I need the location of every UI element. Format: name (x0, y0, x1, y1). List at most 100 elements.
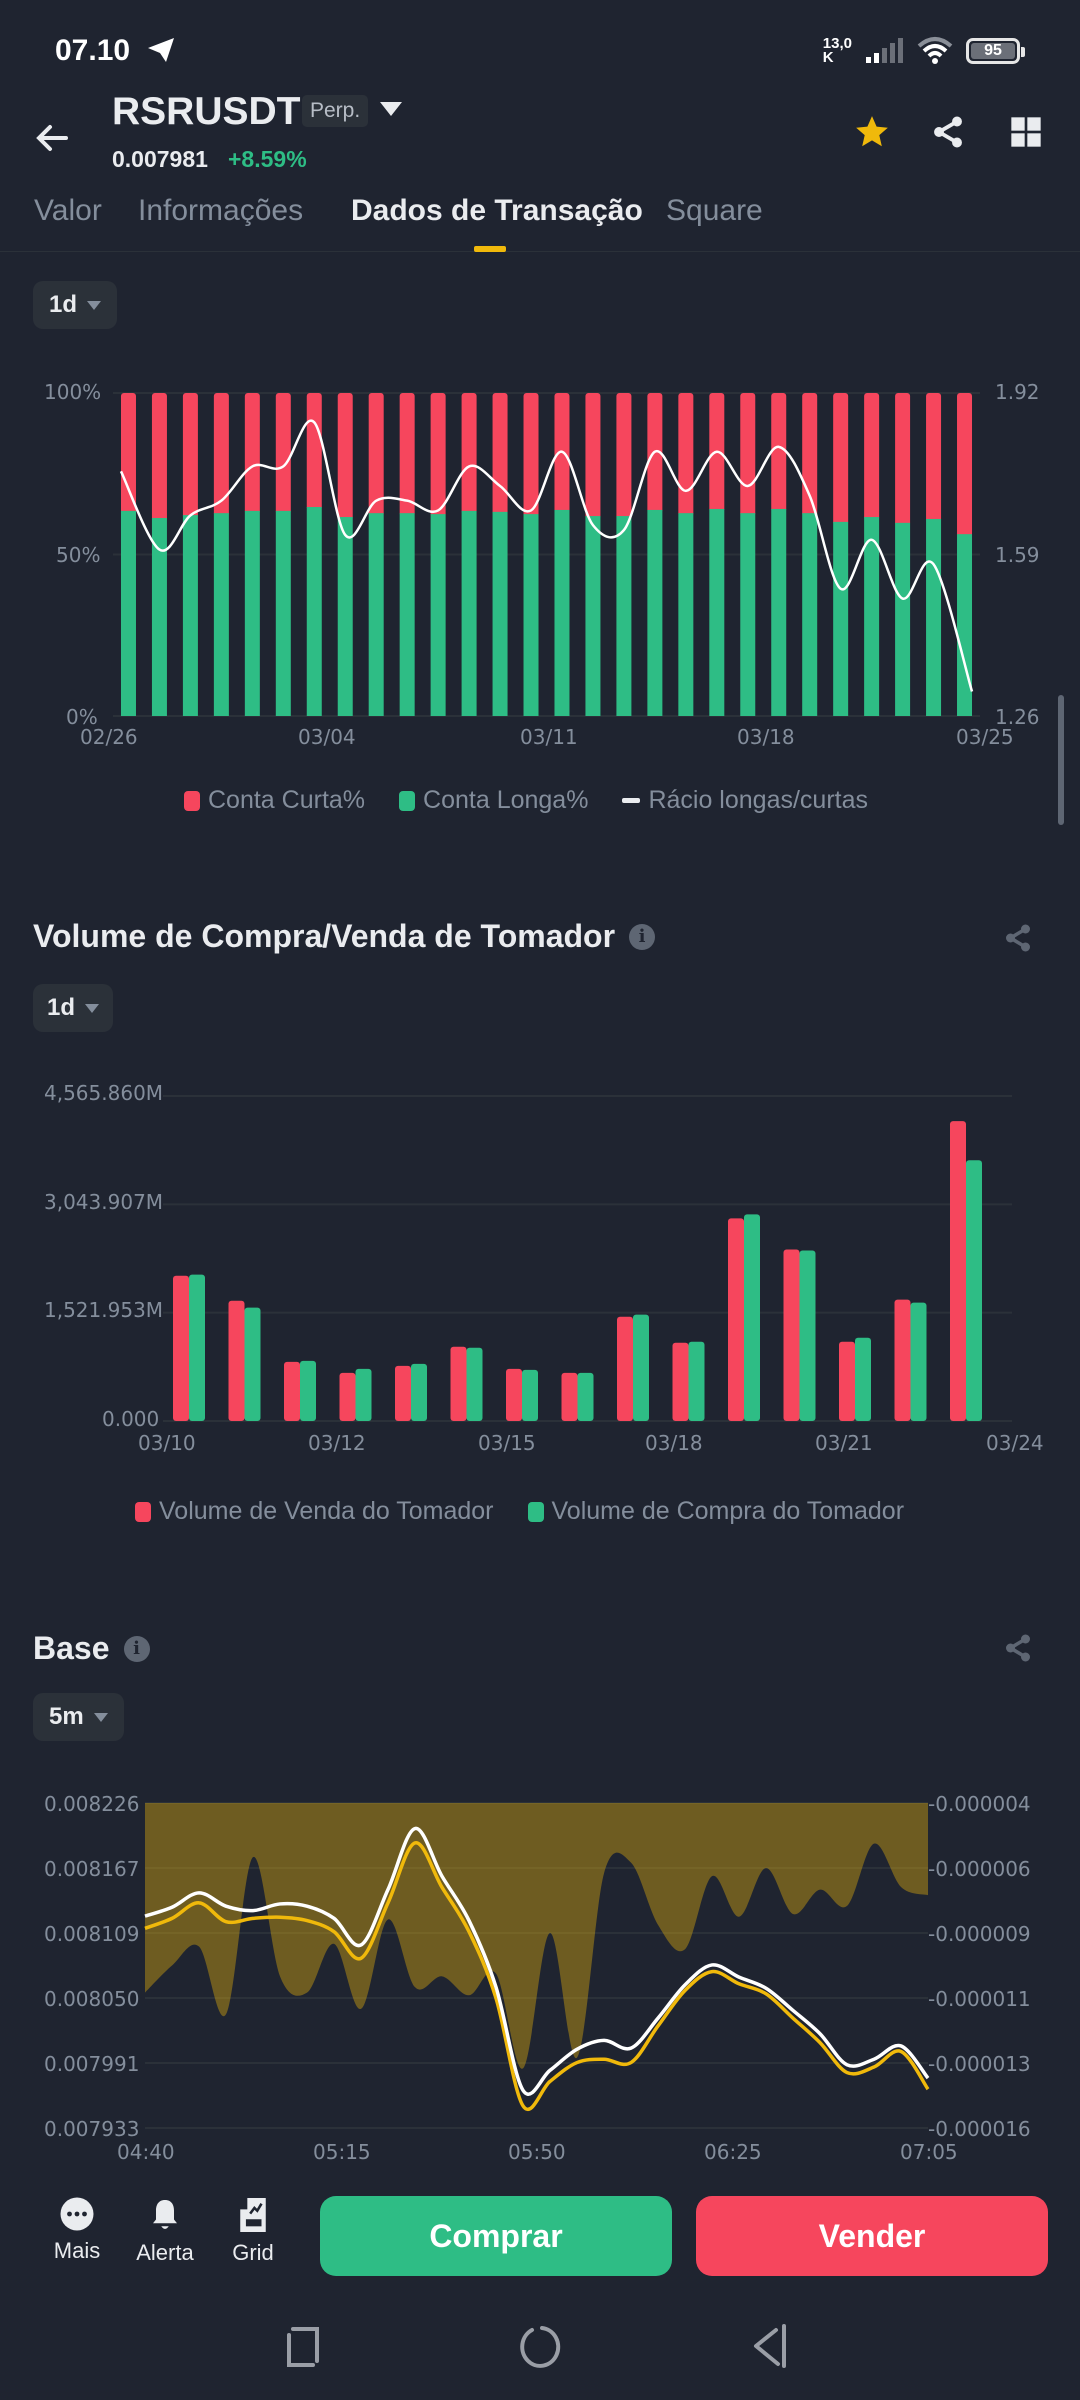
x-tick-label: 03/15 (478, 1431, 536, 1455)
x-tick-label: 03/11 (520, 725, 578, 749)
y-tick-label: 0.007933 (44, 2117, 140, 2141)
short-bar (585, 393, 601, 520)
buy-volume-bar (966, 1160, 982, 1421)
buy-swatch (527, 1501, 544, 1522)
home-icon[interactable] (518, 2324, 562, 2370)
grid-bot-icon (240, 2198, 266, 2232)
y2-tick-label: -0.000011 (928, 1987, 1031, 2011)
legend-item-long[interactable]: Conta Longa% (399, 786, 588, 815)
short-bar (244, 393, 260, 514)
short-bar (430, 393, 446, 518)
long-bar (833, 521, 849, 716)
buy-button[interactable]: Comprar (320, 2196, 672, 2276)
tab-square[interactable]: Square (666, 194, 763, 227)
long-bar (430, 514, 446, 716)
tab-bar: Valor Informações Dados de Transação Squ… (0, 190, 1080, 252)
buy-volume-bar (411, 1363, 427, 1421)
bottom-action-bar: Mais Alerta Grid Comprar Vender (0, 2180, 1080, 2290)
long-short-chart: 100% 50% 0% 1.92 1.59 1.26 (0, 360, 1080, 740)
taker-volume-chart: 4,565.860M 3,043.907M 1,521.953M 0.000 0… (0, 1080, 1080, 1460)
y2-tick-label: -0.000004 (928, 1792, 1031, 1816)
info-icon[interactable]: i (123, 1635, 150, 1662)
wifi-icon (917, 37, 953, 64)
tab-dados-de-transacao[interactable]: Dados de Transação (351, 194, 643, 227)
interval-value: 1d (47, 994, 76, 1021)
sell-swatch (135, 1501, 151, 1522)
short-bar (492, 393, 508, 515)
alert-button[interactable]: Alerta (130, 2196, 200, 2266)
caret-down-icon (85, 1003, 100, 1013)
status-indicators: 13,0 K 95 (823, 36, 1025, 66)
legend-item-buy-volume[interactable]: Volume de Compra do Tomador (527, 1497, 904, 1526)
tab-valor[interactable]: Valor (34, 194, 102, 227)
back-nav-icon[interactable] (752, 2322, 792, 2370)
y-tick-label: 3,043.907M (44, 1190, 164, 1214)
battery-indicator: 95 (966, 38, 1025, 64)
long-bar (647, 509, 663, 716)
y-tick-label: 1,521.953M (44, 1298, 164, 1322)
legend-item-short[interactable]: Conta Curta% (184, 786, 365, 815)
y-tick-label: 50% (56, 543, 101, 567)
legend-item-ratio[interactable]: Rácio longas/curtas (622, 786, 868, 815)
symbol-dropdown-icon[interactable] (380, 102, 402, 116)
x-tick-label: 05:15 (313, 2140, 371, 2164)
long-bar (957, 534, 973, 716)
long-bar (399, 513, 415, 716)
more-button[interactable]: Mais (42, 2196, 112, 2264)
tab-informacoes[interactable]: Informações (138, 194, 304, 227)
more-icon (60, 2197, 94, 2231)
y2-tick-label: -0.000016 (928, 2117, 1031, 2141)
x-tick-label: 03/25 (956, 725, 1014, 749)
buy-volume-bar (799, 1250, 816, 1421)
basis-title: Base i (33, 1630, 150, 1667)
interval-value: 1d (49, 291, 78, 318)
short-bar (740, 393, 756, 517)
sell-volume-bar (617, 1316, 633, 1421)
long-bar (244, 510, 260, 716)
sell-volume-bar (561, 1372, 578, 1421)
info-icon[interactable]: i (629, 923, 656, 950)
x-tick-label: 06:25 (704, 2140, 762, 2164)
interval-dropdown-taker[interactable]: 1d (33, 984, 114, 1032)
short-bar (399, 393, 415, 517)
share-icon[interactable] (924, 108, 972, 156)
back-arrow-icon[interactable] (30, 112, 80, 162)
favorite-star-icon[interactable] (848, 108, 896, 156)
contract-price-line (144, 1841, 930, 2111)
status-bar: 07.10 13,0 K 95 (0, 0, 1080, 100)
x-tick-label: 05:50 (508, 2140, 566, 2164)
interval-dropdown-longshort[interactable]: 1d (33, 281, 118, 329)
y2-tick-label: 1.26 (995, 705, 1040, 729)
y-tick-label: 4,565.860M (44, 1081, 164, 1105)
short-bar (926, 393, 942, 522)
index-price-line (144, 1826, 930, 2096)
layout-grid-icon[interactable] (1002, 108, 1050, 156)
recent-apps-icon[interactable] (283, 2325, 323, 2369)
short-bar (957, 393, 973, 538)
sell-volume-bar (284, 1361, 300, 1421)
short-bar (275, 393, 291, 514)
long-bar (864, 517, 880, 716)
y-tick-label: 0.008167 (44, 1857, 140, 1881)
y2-tick-label: 1.59 (995, 543, 1040, 567)
long-bar (678, 513, 694, 716)
symbol-name[interactable]: RSRUSDT (112, 90, 301, 133)
long-bar (616, 516, 632, 716)
short-bar (864, 393, 880, 521)
x-tick-label: 03/12 (308, 1431, 366, 1455)
share-chart-icon[interactable] (1000, 1630, 1036, 1666)
contract-type-badge: Perp. (302, 95, 369, 127)
grid-button[interactable]: Grid (218, 2196, 288, 2266)
share-chart-icon[interactable] (1000, 920, 1036, 956)
legend-item-sell-volume[interactable]: Volume de Venda do Tomador (135, 1497, 494, 1526)
ratio-line (119, 419, 974, 692)
buy-volume-bar (910, 1302, 927, 1421)
long-bar (213, 513, 229, 716)
x-axis-longshort: 02/26 03/04 03/11 03/18 03/25 (0, 725, 1080, 755)
short-bar (337, 393, 353, 521)
sell-button[interactable]: Vender (696, 2196, 1048, 2276)
y-tick-label: 0.000 (102, 1407, 160, 1431)
sell-volume-bar (950, 1121, 966, 1421)
interval-dropdown-basis[interactable]: 5m (33, 1693, 124, 1741)
scrollbar[interactable] (1058, 695, 1064, 825)
